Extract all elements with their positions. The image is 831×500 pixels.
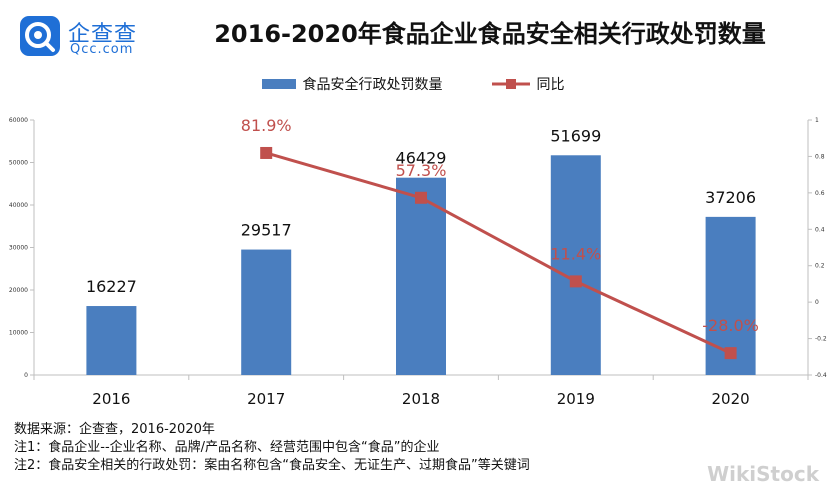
watermark: WikiStock xyxy=(707,462,819,486)
chart-legend: 食品安全行政处罚数量 同比 xyxy=(0,74,831,96)
chart-notes: 数据来源：企查查，2016-2020年 注1：食品企业--企业名称、品牌/产品名… xyxy=(14,421,530,475)
left-tick-label: 10000 xyxy=(9,330,28,337)
x-tick-label: 2017 xyxy=(247,390,285,408)
right-tick-label: 0.8 xyxy=(815,153,825,160)
x-tick-label: 2020 xyxy=(712,390,750,408)
bar-2016 xyxy=(86,306,137,375)
yoy-point-2018 xyxy=(415,191,427,204)
right-tick-label: 0.6 xyxy=(815,190,825,197)
yoy-line xyxy=(265,151,732,355)
bar-label-2019: 51699 xyxy=(550,126,601,145)
note-2: 注2：食品安全相关的行政处罚：案由名称包含“食品安全、无证生产、过期食品”等关键… xyxy=(14,458,530,473)
plot-area: 0 10000 20000 30000 40000 50000 60000 -0.4 -0.2 0… xyxy=(9,116,827,408)
bar-2018 xyxy=(396,177,446,375)
bar-label-2018: 46429 xyxy=(396,149,447,168)
bar-2019 xyxy=(550,155,601,375)
bar-label-2017: 29517 xyxy=(241,221,292,240)
legend-item-line: 同比 xyxy=(492,74,564,94)
qcc-logo: 企查查 Qcc.com xyxy=(18,14,158,58)
logo-sub: Qcc.com xyxy=(70,42,134,57)
legend-item-bar: 食品安全行政处罚数量 xyxy=(262,74,442,94)
right-tick-label: 0.4 xyxy=(815,226,825,233)
left-tick-label: 20000 xyxy=(9,287,28,294)
yoy-point-2019 xyxy=(569,275,582,288)
legend-label-bar: 食品安全行政处罚数量 xyxy=(302,77,443,93)
yoy-point-2020 xyxy=(724,347,737,360)
bar-label-2016: 16227 xyxy=(86,277,137,296)
x-tick-label: 2016 xyxy=(92,390,130,408)
bar-2017 xyxy=(241,249,292,375)
right-tick-label: -0.4 xyxy=(815,372,827,379)
note-1: 注1：食品企业--企业名称、品牌/产品名称、经营范围中包含“食品”的企业 xyxy=(14,440,440,455)
right-tick-label: 0 xyxy=(815,299,819,306)
logo-name: 企查查 xyxy=(68,22,138,47)
left-tick-label: 30000 xyxy=(9,245,28,252)
yoy-point-2017 xyxy=(260,146,273,159)
chart-title: 2016-2020年食品企业食品安全相关行政处罚数量 xyxy=(214,20,766,48)
left-tick-label: 40000 xyxy=(9,202,28,209)
x-tick-label: 2018 xyxy=(402,390,440,408)
left-tick-label: 50000 xyxy=(9,160,28,167)
legend-bar-swatch xyxy=(262,79,296,89)
bar-label-2020: 37206 xyxy=(705,188,756,207)
left-tick-label: 60000 xyxy=(9,117,28,124)
yoy-label-2020: -28.0% xyxy=(702,316,759,335)
right-tick-label: 1 xyxy=(815,117,819,124)
yoy-label-2019: 11.4% xyxy=(550,244,601,263)
right-tick-label: 0.2 xyxy=(815,263,825,270)
qcc-logo-icon xyxy=(20,16,60,56)
x-tick-label: 2019 xyxy=(557,390,595,408)
legend-label-line: 同比 xyxy=(536,77,565,93)
yoy-label-2017: 81.9% xyxy=(241,116,292,135)
left-tick-label: 0 xyxy=(24,372,28,379)
yoy-label-2018: 57.3% xyxy=(396,161,447,180)
legend-line-swatch xyxy=(492,79,530,89)
right-tick-label: -0.2 xyxy=(815,336,827,343)
note-source: 数据来源：企查查，2016-2020年 xyxy=(14,422,215,437)
